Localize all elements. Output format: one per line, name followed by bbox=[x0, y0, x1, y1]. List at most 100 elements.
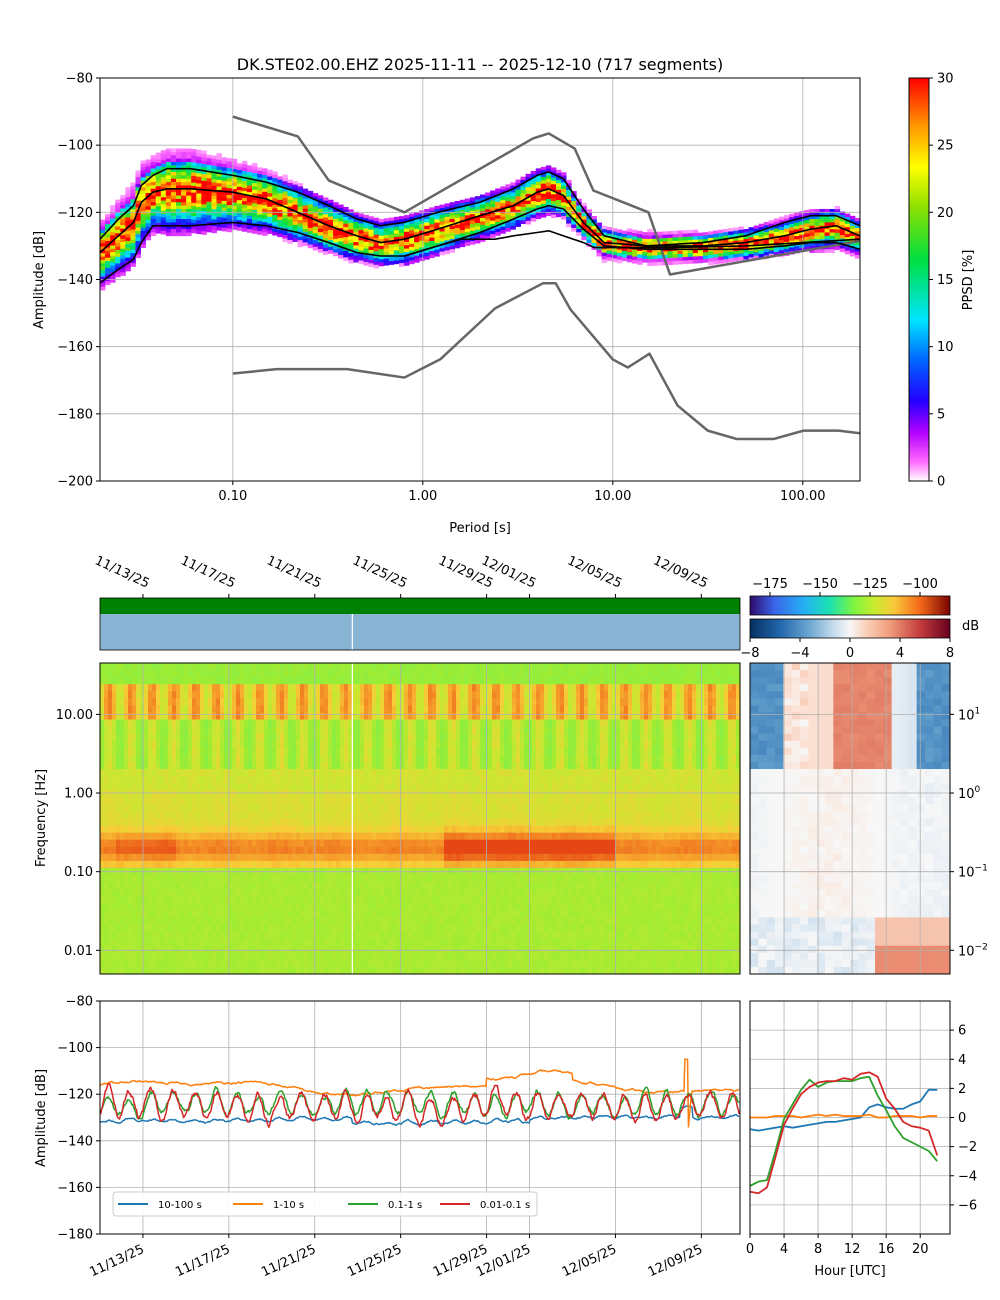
ppsd-y-tick-label: −160 bbox=[57, 340, 93, 355]
ppsd-y-label: Amplitude [dB] bbox=[32, 231, 47, 329]
ppsd-colorbar-tick-label: 30 bbox=[937, 72, 954, 87]
diurnal-lines-x-tick-label: 16 bbox=[878, 1242, 895, 1257]
ppsd-x-tick-label: 100.00 bbox=[780, 489, 826, 504]
diurnal-lines-y-tick-label: 2 bbox=[958, 1082, 966, 1097]
band-x-tick-label: 12/05/25 bbox=[560, 1242, 619, 1280]
spectrogram-y-label: Frequency [Hz] bbox=[34, 769, 49, 867]
diurnal-lines-y-ticks: −6 −4 −2 0 2 4 6 bbox=[950, 1024, 977, 1213]
diurnal-series-line bbox=[750, 1075, 938, 1187]
top-date-ticks: 11/13/25 11/17/25 11/21/25 11/25/25 11/29/25… bbox=[92, 553, 710, 598]
ppsd-x-label: Period [s] bbox=[449, 521, 511, 536]
band-series-line bbox=[100, 1058, 740, 1128]
diurnal-colorbar-label: dB bbox=[962, 619, 979, 634]
spectrogram-y-tick-label: 0.01 bbox=[64, 944, 93, 959]
diurnal-lines-x-label: Hour [UTC] bbox=[814, 1264, 885, 1279]
diurnal-lines-y-tick-label: −6 bbox=[958, 1198, 977, 1213]
ppsd-x-ticks: 0.10 1.00 10.00 100.00 bbox=[218, 481, 826, 504]
band-x-tick-label: 11/17/25 bbox=[173, 1242, 232, 1280]
band-x-tick-label: 12/09/25 bbox=[646, 1242, 705, 1280]
diurnal-lines-y-tick-label: −4 bbox=[958, 1169, 977, 1184]
spectrogram-y-ticks: 0.01 0.10 1.00 10.00 bbox=[56, 708, 100, 959]
ppsd-colorbar-label: PPSD [%] bbox=[961, 250, 976, 311]
ppsd-colorbar-tick-label: 15 bbox=[937, 273, 954, 288]
top-date-tick-label: 11/13/25 bbox=[92, 553, 151, 591]
diurnal-y-tick-exponent: 1 bbox=[975, 706, 981, 716]
ppsd-y-tick-label: −140 bbox=[57, 273, 93, 288]
legend-label: 1-10 s bbox=[273, 1200, 304, 1211]
legend-label: 0.01-0.1 s bbox=[480, 1200, 530, 1211]
diurnal-lines-y-tick-label: −2 bbox=[958, 1140, 977, 1155]
figure-title: DK.STE02.00.EHZ 2025-11-11 -- 2025-12-10… bbox=[237, 55, 723, 74]
diurnal-y-ticks: 101 100 10−1 1 0 −2 bbox=[950, 706, 988, 959]
ppsd-y-tick-label: −80 bbox=[66, 72, 93, 87]
spectrogram-heatmap bbox=[100, 663, 740, 974]
legend-label: 10-100 s bbox=[158, 1200, 202, 1211]
diurnal-y-tick-label: 10−1 bbox=[958, 864, 988, 881]
diurnal-lines-x-tick-label: 20 bbox=[912, 1242, 929, 1257]
gap-bar bbox=[100, 614, 740, 650]
ppsd-heatmap bbox=[100, 148, 860, 291]
diurnal-y-tick-exponent: 0 bbox=[975, 785, 981, 795]
spectrogram-colorbar-ticks: −175 −150 −125 −100 bbox=[752, 577, 938, 596]
diurnal-grid bbox=[750, 663, 950, 974]
ppsd-x-tick-label: 0.10 bbox=[218, 489, 247, 504]
legend-label: 0.1-1 s bbox=[388, 1200, 422, 1211]
diurnal-lines-y-tick-label: 4 bbox=[958, 1053, 966, 1068]
top-date-tick-label: 11/21/25 bbox=[264, 553, 323, 591]
spectrogram-colorbar bbox=[749, 595, 951, 616]
band-legend: 10-100 s 1-10 s 0.1-1 s 0.01-0.1 s bbox=[112, 1191, 538, 1217]
band-y-tick-label: −140 bbox=[57, 1134, 93, 1149]
band-y-tick-label: −100 bbox=[57, 1041, 93, 1056]
band-y-label: Amplitude [dB] bbox=[34, 1069, 49, 1167]
diurnal-colorbar-tick-label: 4 bbox=[896, 646, 904, 661]
top-date-tick-label: 11/17/25 bbox=[178, 553, 237, 591]
band-x-tick-label: 11/21/25 bbox=[259, 1242, 318, 1280]
band-y-tick-label: −120 bbox=[57, 1088, 93, 1103]
top-date-tick-label: 12/05/25 bbox=[565, 553, 624, 591]
ppsd-colorbar-tick-label: 10 bbox=[937, 340, 954, 355]
spectrogram-y-tick-label: 10.00 bbox=[56, 708, 93, 723]
spectrogram-y-tick-label: 0.10 bbox=[64, 865, 93, 880]
diurnal-y-tick-label: 100 bbox=[958, 785, 981, 802]
diurnal-y-tick-exponent: −2 bbox=[975, 942, 988, 952]
diurnal-colorbar bbox=[749, 618, 951, 639]
band-x-tick-label: 11/13/25 bbox=[87, 1242, 146, 1280]
ppsd-colorbar-tick-label: 20 bbox=[937, 206, 954, 221]
diurnal-lines-y-tick-label: 0 bbox=[958, 1111, 966, 1126]
diurnal-colorbar-ticks: −8 −4 0 4 8 bbox=[740, 638, 954, 661]
ppsd-y-tick-label: −120 bbox=[57, 206, 93, 221]
spectrogram-y-tick-label: 1.00 bbox=[64, 787, 93, 802]
top-date-tick-label: 12/09/25 bbox=[651, 553, 710, 591]
spectrogram-colorbar-tick-label: −150 bbox=[802, 577, 838, 592]
diurnal-y-tick-label: 101 bbox=[958, 706, 980, 723]
diurnal-series-line bbox=[750, 1071, 939, 1195]
band-y-tick-label: −80 bbox=[66, 995, 93, 1010]
band-series-line bbox=[100, 1085, 740, 1120]
ppsd-lines bbox=[100, 115, 860, 441]
diurnal-series-line bbox=[750, 1113, 938, 1119]
ppsd-colorbar-tick-label: 5 bbox=[937, 407, 945, 422]
band-y-tick-label: −160 bbox=[57, 1181, 93, 1196]
diurnal-lines-y-tick-label: 6 bbox=[958, 1024, 966, 1039]
ppsd-y-ticks: −200 −180 −160 −140 −120 −100 −80 bbox=[57, 72, 100, 490]
diurnal-heatmap bbox=[750, 663, 950, 974]
diurnal-colorbar-tick-label: −8 bbox=[740, 646, 759, 661]
spectrogram-colorbar-tick-label: −100 bbox=[902, 577, 938, 592]
ppsd-colorbar-tick-label: 0 bbox=[937, 475, 945, 490]
ppsd-grid bbox=[100, 78, 860, 481]
band-y-tick-label: −180 bbox=[57, 1228, 93, 1243]
spectrogram-colorbar-tick-label: −175 bbox=[752, 577, 788, 592]
band-lines bbox=[100, 1058, 740, 1128]
diurnal-colorbar-tick-label: −4 bbox=[790, 646, 809, 661]
diurnal-colorbar-tick-label: 0 bbox=[846, 646, 854, 661]
diurnal-lines-x-ticks: 0 4 8 12 16 20 bbox=[746, 1234, 929, 1257]
diurnal-y-tick-exponent: −1 bbox=[975, 864, 988, 874]
nlnm-curve bbox=[232, 281, 860, 441]
ppsd-colorbar bbox=[908, 77, 930, 482]
nhnm-curve bbox=[232, 115, 860, 276]
legend-box bbox=[112, 1191, 538, 1217]
band-x-tick-label: 11/25/25 bbox=[345, 1242, 404, 1280]
spectrogram-colorbar-tick-label: −125 bbox=[852, 577, 888, 592]
percentile-min-curve bbox=[404, 230, 860, 257]
